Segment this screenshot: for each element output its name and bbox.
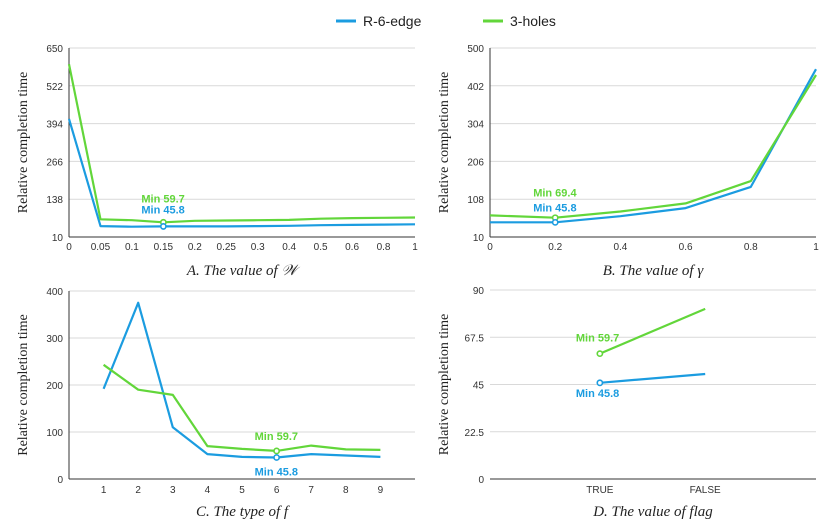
x-tick-label: 4	[205, 485, 211, 496]
x-tick-label: TRUE	[586, 485, 614, 496]
panel-b: 10 108 206 304 402 500 0 0.2 0.4 0.6 0.8 1 Relative …	[437, 44, 819, 279]
y-tick-label: 45	[473, 381, 485, 392]
y-tick-label: 402	[467, 82, 484, 93]
y-tick-label: 90	[473, 286, 485, 297]
min-marker	[596, 379, 604, 387]
min-annotation: Min 45.8	[533, 202, 576, 214]
panel-caption: B. The value of γ	[603, 263, 705, 279]
x-tick-label: 8	[343, 485, 349, 496]
series-line-r-6-edge	[102, 301, 381, 459]
x-tick-label: 0.8	[744, 242, 758, 253]
series-line-3-holes	[599, 307, 706, 355]
y-tick-label: 500	[467, 44, 484, 55]
x-tick-label: 1	[813, 242, 819, 253]
panel-caption: C. The type of f	[196, 504, 290, 520]
y-axis-title: Relative completion time	[16, 72, 31, 214]
legend-label-3-holes: 3-holes	[510, 13, 556, 29]
panel-caption: D. The value of flag	[592, 504, 713, 520]
x-tick-label: 0.1	[125, 242, 139, 253]
y-tick-label: 22.5	[465, 428, 485, 439]
x-tick-label: 3	[170, 485, 176, 496]
y-tick-label: 0	[57, 475, 63, 486]
x-tick-label: 9	[378, 485, 384, 496]
x-tick-label: 0.05	[91, 242, 111, 253]
legend-label-r6-edge: R-6-edge	[363, 13, 422, 29]
x-tick-label: 1	[101, 485, 107, 496]
y-tick-label: 304	[467, 120, 484, 131]
y-tick-label: 0	[478, 475, 484, 486]
x-tick-label: 0.4	[613, 242, 627, 253]
x-tick-label: 0.2	[548, 242, 562, 253]
panel-d: 0 22.5 45 67.5 90 TRUE FALSE Relative completio…	[437, 286, 816, 520]
x-tick-label: 0.25	[217, 242, 237, 253]
y-axis-title: Relative completion time	[437, 72, 452, 214]
y-tick-label: 650	[46, 44, 63, 55]
x-tick-label: 7	[308, 485, 314, 496]
x-tick-label: 0	[66, 242, 72, 253]
series-line-3-holes	[102, 363, 381, 452]
y-axis-title: Relative completion time	[16, 314, 31, 456]
y-tick-label: 394	[46, 120, 63, 131]
legend: R-6-edge 3-holes	[336, 13, 556, 29]
x-tick-label: 6	[274, 485, 280, 496]
series-line-3-holes	[489, 74, 817, 219]
y-tick-label: 108	[467, 195, 484, 206]
x-tick-label: 0.6	[345, 242, 359, 253]
min-annotation: Min 69.4	[533, 188, 577, 200]
x-tick-label: 2	[135, 485, 141, 496]
series-line-3-holes	[67, 63, 416, 224]
y-tick-label: 138	[46, 195, 63, 206]
series-line-r-6-edge	[599, 372, 706, 384]
series-line-r-6-edge	[490, 68, 817, 224]
min-marker	[273, 447, 280, 455]
x-tick-label: FALSE	[690, 485, 721, 496]
panel-caption: A. The value of 𝒲	[186, 263, 301, 279]
min-annotation: Min 59.7	[576, 333, 619, 345]
x-tick-label: 1	[412, 242, 418, 253]
min-marker	[273, 454, 280, 461]
panel-a: 10 138 266 394 522 650 0 0.05 0.1 0.15 0.2 0.25 0.3 0…	[16, 44, 418, 279]
x-tick-label: 0.3	[251, 242, 265, 253]
min-annotation: Min 59.7	[141, 193, 184, 205]
y-tick-label: 266	[46, 157, 63, 168]
x-tick-label: 0.2	[188, 242, 202, 253]
x-tick-label: 0.8	[377, 242, 391, 253]
x-tick-label: 0.5	[314, 242, 328, 253]
x-tick-label: 0.6	[679, 242, 693, 253]
panel-c: 0 100 200 300 400 1 2 3 4 5 6 7 8 9 Relative completio…	[16, 287, 415, 520]
y-tick-label: 206	[467, 157, 484, 168]
series-line-r-6-edge	[67, 118, 416, 228]
x-tick-label: 0	[487, 242, 493, 253]
min-annotation: Min 45.8	[255, 466, 298, 478]
y-tick-label: 300	[46, 334, 63, 345]
min-marker	[159, 223, 167, 230]
y-tick-label: 200	[46, 381, 63, 392]
min-annotation: Min 45.8	[576, 388, 619, 400]
y-axis-title: Relative completion time	[437, 314, 452, 456]
y-tick-label: 522	[46, 82, 63, 93]
min-annotation: Min 59.7	[255, 431, 298, 443]
min-marker	[551, 218, 559, 226]
x-tick-label: 0.4	[282, 242, 296, 253]
y-tick-label: 10	[473, 233, 485, 244]
y-tick-label: 10	[52, 233, 64, 244]
y-tick-label: 100	[46, 428, 63, 439]
y-tick-label: 400	[46, 287, 63, 298]
x-tick-label: 0.15	[154, 242, 174, 253]
min-marker	[596, 350, 604, 358]
y-tick-label: 67.5	[465, 333, 485, 344]
min-annotation: Min 45.8	[141, 204, 184, 216]
x-tick-label: 5	[239, 485, 245, 496]
